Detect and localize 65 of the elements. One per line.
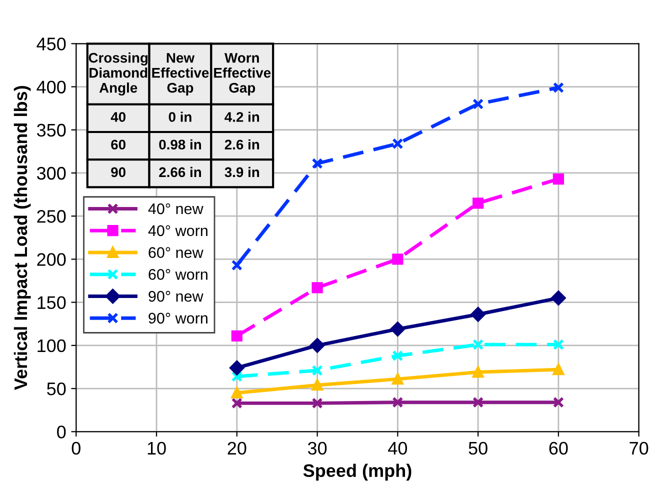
y-tick-label: 350 xyxy=(36,124,66,137)
point xyxy=(392,350,404,362)
x-tick-label: 20 xyxy=(228,442,246,455)
y-tick-label: 300 xyxy=(36,166,66,180)
point xyxy=(552,339,564,350)
annotation: 60 xyxy=(111,140,126,150)
point xyxy=(231,370,242,382)
annotation: Worn Effective Gap xyxy=(214,53,271,96)
annotation: 2.66 in xyxy=(159,166,201,178)
point xyxy=(310,338,325,353)
x-tick-label: 70 xyxy=(630,442,648,455)
point xyxy=(551,290,566,306)
y-tick-label: 0 xyxy=(57,426,66,438)
point xyxy=(472,98,484,110)
annotation: Crossing Diamond Angle xyxy=(88,52,148,96)
x-tick-label: 0 xyxy=(72,442,80,455)
x-tick-label: 10 xyxy=(148,442,166,455)
point xyxy=(392,254,404,265)
point xyxy=(231,398,242,409)
annotation: 3.9 in xyxy=(224,166,260,178)
legend-label: 60° new xyxy=(148,247,204,258)
y-tick-label: 200 xyxy=(37,253,66,266)
x-tick-label: 40 xyxy=(388,442,408,455)
point xyxy=(552,396,564,408)
legend-label: 90° worn xyxy=(148,312,208,324)
point xyxy=(231,330,242,342)
x-tick-label: 30 xyxy=(308,442,327,455)
point xyxy=(472,339,484,350)
point xyxy=(390,322,405,336)
y-axis-title: Vertical Impact Load (thousand lbs) xyxy=(14,86,31,390)
point xyxy=(312,282,323,294)
point xyxy=(312,158,323,170)
y-tick-label: 50 xyxy=(47,382,66,396)
legend-label: 90° new xyxy=(148,290,204,302)
x-axis-title: Speed (mph) xyxy=(303,464,412,481)
annotation: 0.98 in xyxy=(159,139,201,150)
legend-label: 40° new xyxy=(148,203,204,214)
annotation: 0 in xyxy=(168,112,192,122)
y-tick-label: 400 xyxy=(36,80,66,94)
point xyxy=(230,360,244,376)
legend-label: 40° worn xyxy=(148,225,208,236)
annotation: 4.2 in xyxy=(224,112,260,122)
x-tick-label: 60 xyxy=(549,442,568,455)
legend-label: 60° worn xyxy=(148,269,208,280)
y-tick-label: 100 xyxy=(38,339,66,352)
point xyxy=(392,138,404,150)
point xyxy=(392,396,404,408)
point xyxy=(552,82,564,94)
point xyxy=(472,396,484,408)
point xyxy=(312,398,323,409)
annotation: 40 xyxy=(110,112,126,122)
annotation: 90 xyxy=(111,167,126,178)
point xyxy=(231,260,242,271)
annotation: New Effective Gap xyxy=(152,53,209,96)
annotation: 2.6 in xyxy=(224,139,260,150)
point xyxy=(470,307,486,322)
y-tick-label: 150 xyxy=(38,296,66,310)
point xyxy=(231,387,242,398)
point xyxy=(552,173,564,185)
y-tick-label: 450 xyxy=(36,38,66,50)
point xyxy=(312,364,323,376)
point xyxy=(392,373,404,385)
point xyxy=(472,198,484,209)
y-tick-label: 250 xyxy=(37,210,66,223)
x-tick-label: 50 xyxy=(468,442,488,455)
